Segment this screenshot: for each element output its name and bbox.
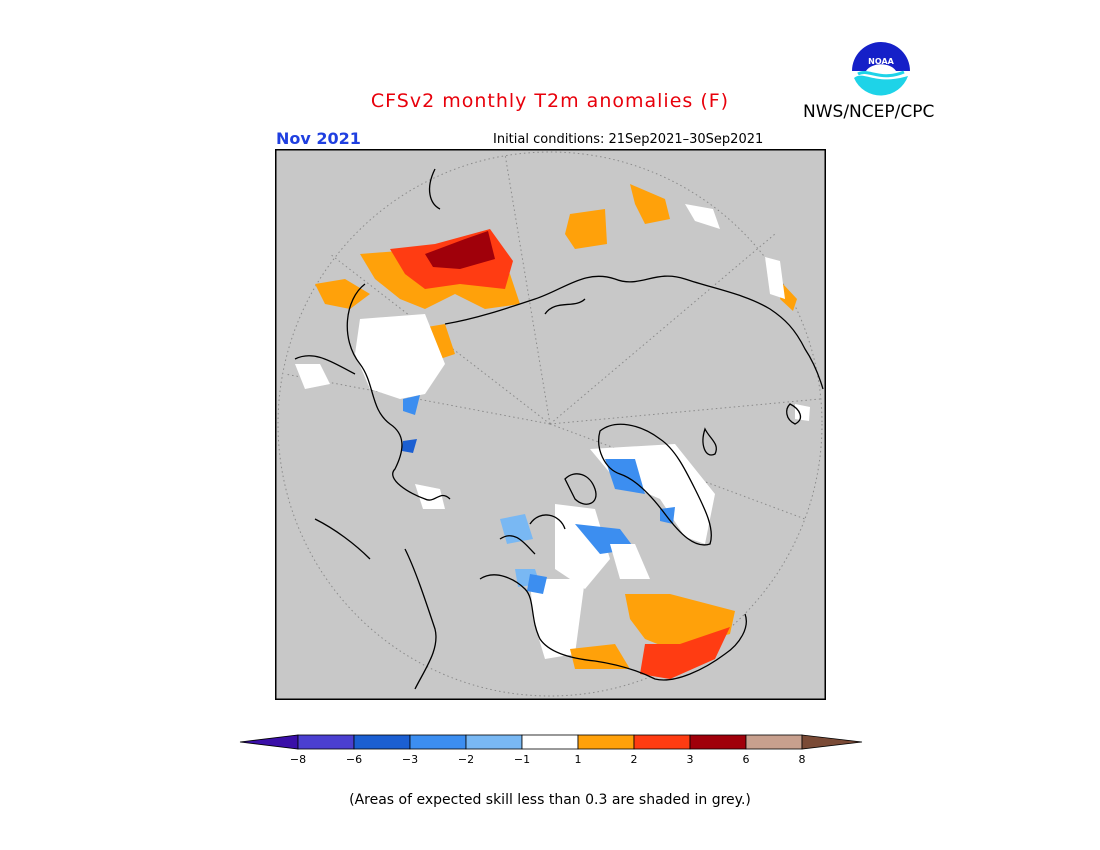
logo-text: NOAA [868,57,894,66]
near-normal-europe [295,314,445,509]
near-normal-siberia [685,204,810,421]
initial-conditions: Initial conditions: 21Sep2021–30Sep2021 [493,132,764,147]
legend-label: −6 [346,753,362,766]
legend-swatch [409,734,467,750]
coastlines [294,168,824,690]
warm-region-siberia [565,184,797,311]
legend-label: −3 [402,753,418,766]
color-legend: −8 −6 −3 −2 −1 1 2 3 6 8 [239,734,863,766]
legend-swatch [465,734,523,750]
legend-label: −1 [514,753,530,766]
legend-labels: −8 −6 −3 −2 −1 1 2 3 6 8 [290,753,806,766]
noaa-logo: NOAA [850,40,912,102]
organization-label: NWS/NCEP/CPC [803,102,935,122]
legend-label: 3 [687,753,694,766]
legend-swatch [689,734,747,750]
legend-swatch [297,734,355,750]
forecast-month: Nov 2021 [276,129,361,148]
legend-arrow-low [239,734,299,750]
skill-footnote: (Areas of expected skill less than 0.3 a… [349,792,751,808]
greenland-region [590,444,715,544]
legend-label: 6 [743,753,750,766]
chart-title: CFSv2 monthly T2m anomalies (F) [370,90,730,112]
legend-swatch [353,734,411,750]
legend-label: −2 [458,753,474,766]
legend-swatch [521,734,579,750]
cool-region-europe [402,395,420,453]
arctic-anomaly-map [275,149,826,700]
legend-label: 8 [799,753,806,766]
legend-swatch [577,734,635,750]
legend-arrow-high [801,734,863,750]
warm-region-europe [315,229,520,364]
warm-region-canada [570,594,735,679]
canada-arctic-region [500,504,650,659]
legend-label: 1 [575,753,582,766]
legend-swatch [745,734,803,750]
legend-label: 2 [631,753,638,766]
legend-swatches [239,734,863,750]
legend-swatch [633,734,691,750]
legend-label: −8 [290,753,306,766]
